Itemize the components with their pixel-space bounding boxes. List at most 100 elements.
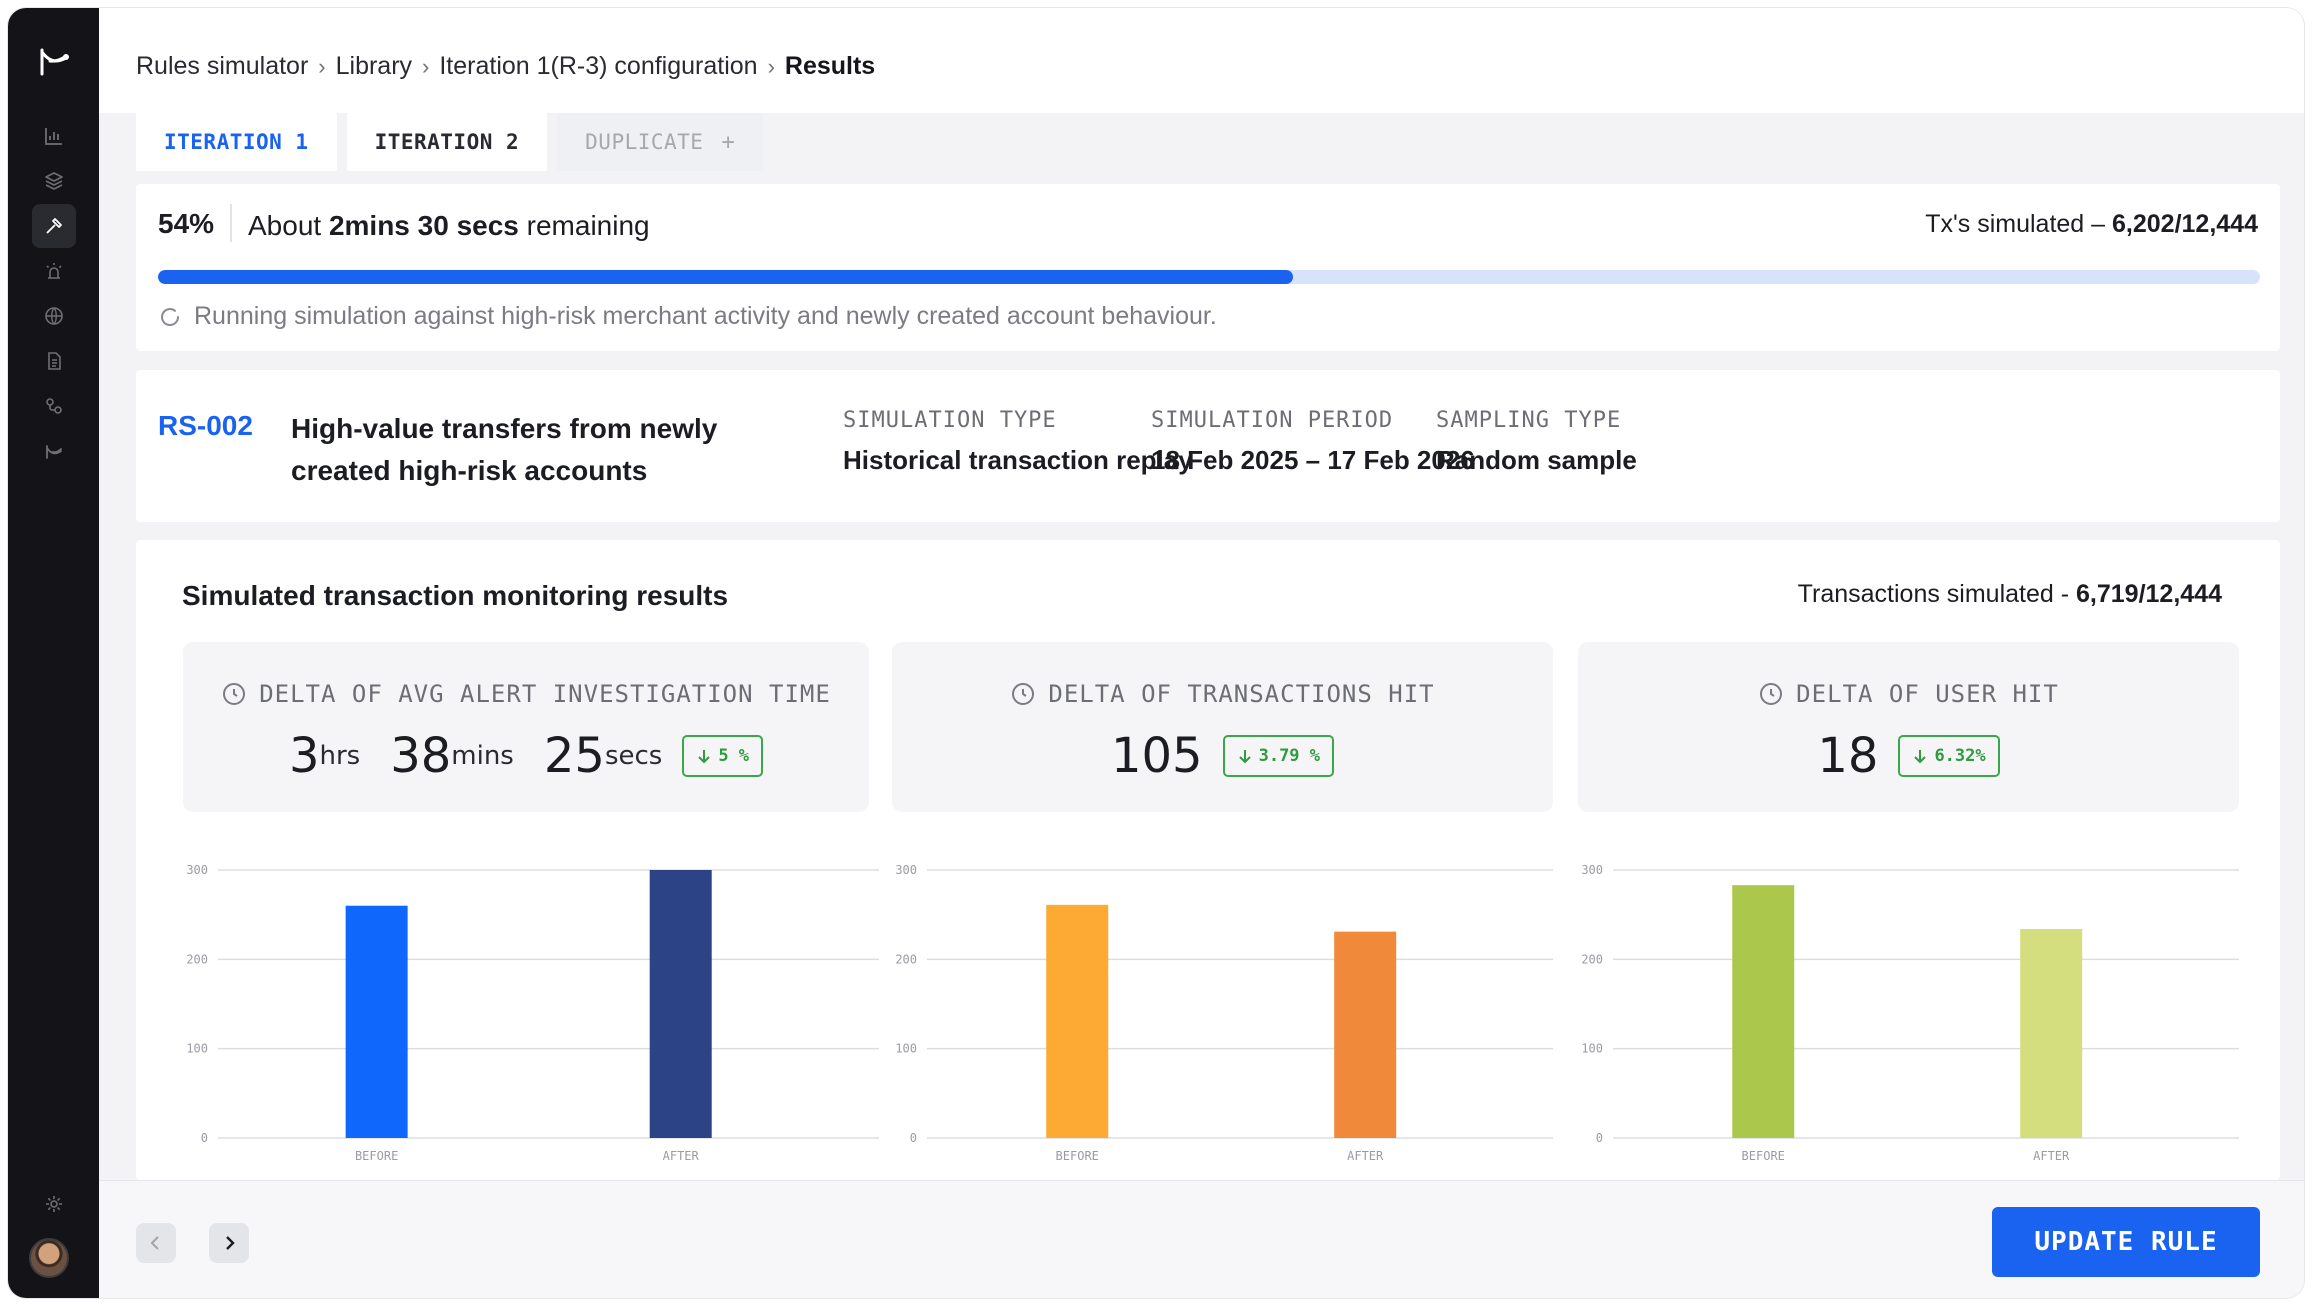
hammer-icon bbox=[46, 218, 62, 234]
globe-icon bbox=[45, 307, 63, 325]
metric-value: 105 3.79 % bbox=[892, 728, 1553, 784]
breadcrumb-library[interactable]: Library bbox=[335, 52, 413, 80]
y-tick-label: 0 bbox=[201, 1131, 208, 1145]
chart-user-hit: 0 100 200 300 BEFORE AFTER bbox=[1578, 850, 2239, 1170]
avatar[interactable] bbox=[29, 1238, 69, 1278]
bar bbox=[345, 905, 408, 1138]
y-tick-label: 100 bbox=[895, 1042, 917, 1056]
sidebar-item-rules[interactable] bbox=[32, 204, 76, 248]
y-tick-label: 100 bbox=[1581, 1042, 1603, 1056]
breadcrumb-configuration[interactable]: Iteration 1(R-3) configuration bbox=[439, 52, 758, 80]
sidebar-item-reports[interactable] bbox=[32, 339, 76, 383]
arrow-down-icon bbox=[1238, 750, 1251, 764]
next-button[interactable] bbox=[209, 1223, 249, 1263]
y-tick-label: 300 bbox=[1581, 863, 1603, 877]
results-card: Simulated transaction monitoring results… bbox=[136, 540, 2280, 1180]
chevron-left-icon bbox=[150, 1236, 159, 1250]
rule-id[interactable]: RS-002 bbox=[158, 410, 253, 441]
y-tick-label: 0 bbox=[1596, 1131, 1603, 1145]
tx-simulated: Tx's simulated – 6,202/12,444 bbox=[1925, 210, 2258, 239]
simulation-period-label: SIMULATION PERIOD bbox=[1151, 408, 1394, 433]
layers-icon bbox=[45, 172, 63, 190]
chart-investigation-time: 0 100 200 300 BEFORE AFTER bbox=[183, 850, 879, 1170]
x-tick-label: BEFORE bbox=[1742, 1149, 1785, 1163]
update-rule-button[interactable]: UPDATE RULE bbox=[1992, 1207, 2260, 1277]
plus-icon: + bbox=[721, 129, 736, 155]
x-tick-label: AFTER bbox=[1347, 1149, 1384, 1163]
transactions-simulated: Transactions simulated - 6,719/12,444 bbox=[1798, 580, 2222, 609]
footer-bar: UPDATE RULE bbox=[99, 1180, 2304, 1298]
clock-icon bbox=[1012, 683, 1035, 705]
y-tick-label: 200 bbox=[186, 952, 208, 966]
simulation-type: SIMULATION TYPE Historical transaction r… bbox=[843, 408, 1193, 476]
gear-icon bbox=[46, 1196, 62, 1212]
metric-label-text: DELTA OF TRANSACTIONS HIT bbox=[1048, 680, 1435, 708]
delta-badge: 6.32% bbox=[1898, 735, 2000, 777]
tab-iteration-2[interactable]: ITERATION 2 bbox=[346, 113, 548, 171]
time-remaining: About 2mins 30 secs remaining bbox=[248, 210, 650, 242]
y-tick-label: 100 bbox=[186, 1042, 208, 1056]
simulation-type-label: SIMULATION TYPE bbox=[843, 408, 1057, 433]
running-status-text: Running simulation against high-risk mer… bbox=[194, 302, 1217, 330]
sidebar-item-workflows[interactable] bbox=[32, 384, 76, 428]
clock-icon bbox=[223, 683, 246, 705]
simulation-progress-card: 54% About 2mins 30 secs remaining Tx's s… bbox=[136, 184, 2280, 351]
sidebar-item-alerts[interactable] bbox=[32, 249, 76, 293]
sidebar bbox=[8, 8, 99, 1298]
bar-chart-icon bbox=[45, 128, 62, 145]
y-tick-label: 200 bbox=[1581, 952, 1603, 966]
progress-bar bbox=[158, 270, 2260, 284]
simulation-period-value: 18 Feb 2025 – 17 Feb 2026 bbox=[1151, 445, 1475, 475]
metric-avg-investigation-time: DELTA OF AVG ALERT INVESTIGATION TIME 3 … bbox=[183, 642, 869, 812]
metric-transactions-hit: DELTA OF TRANSACTIONS HIT 105 3.79 % bbox=[892, 642, 1553, 812]
breadcrumb-rules-simulator[interactable]: Rules simulator bbox=[136, 52, 309, 80]
bar-chart: 0 100 200 300 BEFORE AFTER bbox=[1581, 863, 2239, 1163]
simulation-period: SIMULATION PERIOD 18 Feb 2025 – 17 Feb 2… bbox=[1151, 408, 1475, 476]
delta-badge: 3.79 % bbox=[1222, 735, 1335, 777]
time-remaining-suffix: remaining bbox=[526, 210, 650, 241]
breadcrumb: Rules simulator › Library › Iteration 1(… bbox=[136, 52, 875, 81]
divider bbox=[230, 204, 232, 242]
sidebar-item-layers[interactable] bbox=[32, 159, 76, 203]
tab-duplicate-label: DUPLICATE bbox=[585, 130, 704, 154]
running-status: Running simulation against high-risk mer… bbox=[158, 302, 1217, 331]
sampling-type: SAMPLING TYPE Random sample bbox=[1436, 408, 1637, 476]
logo-icon[interactable] bbox=[36, 44, 72, 80]
breadcrumb-separator: › bbox=[318, 53, 326, 79]
progress-percent: 54% bbox=[158, 208, 215, 239]
minutes-value: 38 bbox=[390, 728, 452, 784]
sidebar-item-integrations[interactable] bbox=[32, 429, 76, 473]
chevron-right-icon bbox=[226, 1236, 235, 1250]
topbar: Rules simulator › Library › Iteration 1(… bbox=[99, 8, 2304, 113]
sidebar-item-global[interactable] bbox=[32, 294, 76, 338]
workflow-icon bbox=[46, 398, 62, 414]
x-tick-label: BEFORE bbox=[355, 1149, 398, 1163]
bar-chart: 0 100 200 300 BEFORE AFTER bbox=[186, 863, 879, 1163]
y-tick-label: 300 bbox=[186, 863, 208, 877]
sidebar-item-analytics[interactable] bbox=[32, 114, 76, 158]
metric-value: 3 hrs 38 mins 25 secs 5 % bbox=[183, 728, 869, 784]
metric-user-hit: DELTA OF USER HIT 18 6.32% bbox=[1578, 642, 2239, 812]
spinner-icon bbox=[161, 307, 180, 326]
breadcrumb-current: Results bbox=[784, 52, 876, 80]
tab-duplicate[interactable]: DUPLICATE + bbox=[557, 113, 764, 171]
delta-value: 5 % bbox=[718, 746, 750, 766]
previous-button[interactable] bbox=[136, 1223, 176, 1263]
metric-label: DELTA OF USER HIT bbox=[1578, 680, 2239, 708]
delta-badge: 5 % bbox=[682, 735, 764, 777]
brand-mark-icon bbox=[46, 445, 62, 459]
siren-icon bbox=[46, 263, 62, 279]
results-title: Simulated transaction monitoring results bbox=[182, 580, 729, 611]
metric-label-text: DELTA OF AVG ALERT INVESTIGATION TIME bbox=[259, 680, 831, 708]
metric-label: DELTA OF AVG ALERT INVESTIGATION TIME bbox=[183, 680, 869, 708]
tab-iteration-1[interactable]: ITERATION 1 bbox=[136, 113, 337, 171]
y-tick-label: 300 bbox=[895, 863, 917, 877]
chart-transactions-hit: 0 100 200 300 BEFORE AFTER bbox=[892, 850, 1553, 1170]
iteration-tabs: ITERATION 1 ITERATION 2 DUPLICATE + bbox=[136, 113, 764, 171]
hours-value: 3 bbox=[288, 728, 320, 784]
delta-value: 6.32% bbox=[1934, 746, 1986, 766]
y-tick-label: 200 bbox=[895, 952, 917, 966]
document-icon bbox=[48, 352, 61, 370]
sidebar-item-settings[interactable] bbox=[32, 1182, 76, 1226]
x-tick-label: BEFORE bbox=[1056, 1149, 1099, 1163]
